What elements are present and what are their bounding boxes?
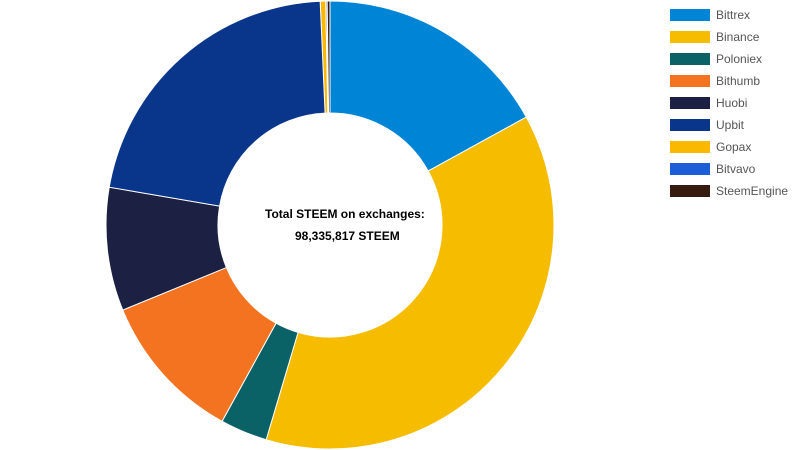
legend-swatch [670,75,710,87]
legend-swatch [670,185,710,197]
slice-bittrex[interactable] [329,0,527,172]
legend-label: Bitvavo [716,162,756,176]
legend-item-huobi[interactable]: Huobi [670,92,788,114]
center-total-value: 98,335,817 STEEM [295,229,400,243]
legend-item-gopax[interactable]: Gopax [670,136,788,158]
slice-upbit[interactable] [108,0,326,207]
legend-item-bitvavo[interactable]: Bitvavo [670,158,788,180]
legend-swatch [670,163,710,175]
legend-label: Bittrex [716,8,751,22]
legend-swatch [670,141,710,153]
legend-label: Upbit [716,118,745,132]
legend-label: Bithumb [716,74,761,88]
legend-swatch [670,9,710,21]
legend-item-upbit[interactable]: Upbit [670,114,788,136]
legend-label: Poloniex [716,52,763,66]
chart-legend: Bittrex Binance Poloniex Bithumb Huobi Upbit G… [670,4,788,202]
legend-item-poloniex[interactable]: Poloniex [670,48,788,70]
legend-swatch [670,119,710,131]
legend-swatch [670,97,710,109]
legend-item-steemengine[interactable]: SteemEngine [670,180,788,202]
legend-label: Binance [716,30,760,44]
legend-label: Gopax [716,140,752,154]
legend-item-bithumb[interactable]: Bithumb [670,70,788,92]
legend-label: SteemEngine [716,184,789,198]
center-total-label: Total STEEM on exchanges: [265,207,425,221]
legend-item-bittrex[interactable]: Bittrex [670,4,788,26]
legend-swatch [670,53,710,65]
legend-item-binance[interactable]: Binance [670,26,788,48]
slice-binance[interactable] [265,116,555,450]
legend-label: Huobi [716,96,748,110]
legend-swatch [670,31,710,43]
